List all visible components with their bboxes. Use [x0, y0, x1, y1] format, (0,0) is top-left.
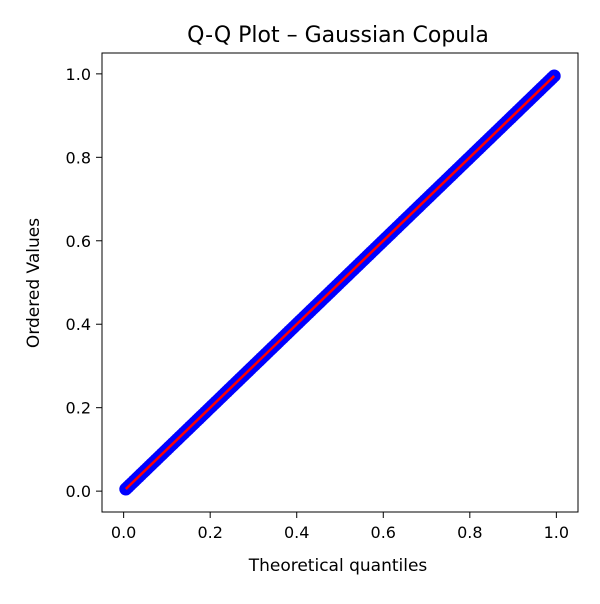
y-tick-label: 1.0: [66, 65, 91, 84]
y-tick-label: 0.6: [66, 232, 91, 251]
y-tick-label: 0.2: [66, 399, 91, 418]
fit-line: [124, 75, 556, 490]
y-axis-ticks: 0.0 0.2 0.4 0.6 0.8 1.0: [66, 65, 102, 501]
x-tick-label: 0.6: [371, 523, 396, 542]
fit-line-layer: [124, 75, 556, 490]
y-tick-label: 0.0: [66, 482, 91, 501]
x-tick-label: 0.2: [197, 523, 222, 542]
y-tick-label: 0.8: [66, 148, 91, 167]
chart-title: Q-Q Plot – Gaussian Copula: [187, 23, 489, 48]
y-tick-label: 0.4: [66, 315, 91, 334]
x-axis-ticks: 0.0 0.2 0.4 0.6 0.8 1.0: [111, 512, 569, 542]
x-tick-label: 1.0: [544, 523, 569, 542]
y-axis-label: Ordered Values: [24, 218, 44, 348]
x-tick-label: 0.4: [284, 523, 309, 542]
x-tick-label: 0.8: [457, 523, 482, 542]
x-axis-label: Theoretical quantiles: [248, 556, 428, 576]
x-tick-label: 0.0: [111, 523, 136, 542]
